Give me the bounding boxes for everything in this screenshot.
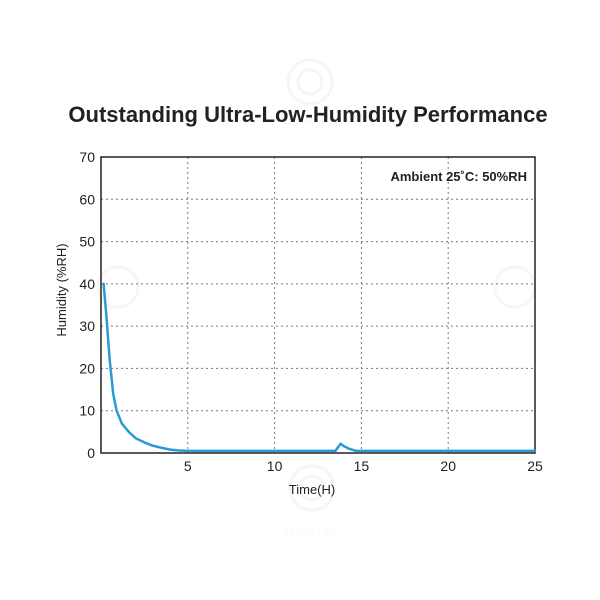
y-tick-label: 20 bbox=[79, 360, 95, 376]
series-line-humidity bbox=[102, 282, 537, 453]
watermark-logo-icon bbox=[288, 464, 336, 512]
x-tick-label: 5 bbox=[184, 458, 192, 474]
x-axis-ticks: 5 10 15 20 25 bbox=[184, 458, 543, 474]
watermark: TECOTEC TECOTEC bbox=[96, 58, 537, 539]
x-tick-label: 20 bbox=[440, 458, 456, 474]
grid-lines bbox=[101, 157, 535, 453]
y-tick-label: 10 bbox=[79, 403, 95, 419]
y-tick-label: 40 bbox=[79, 276, 95, 292]
y-tick-label: 70 bbox=[79, 149, 95, 165]
watermark-text: TECOTEC bbox=[283, 529, 340, 539]
y-tick-label: 50 bbox=[79, 234, 95, 250]
y-tick-label: 30 bbox=[79, 318, 95, 334]
y-tick-label: 0 bbox=[87, 445, 95, 461]
x-tick-label: 10 bbox=[267, 458, 283, 474]
x-axis-label: Time(H) bbox=[289, 482, 335, 497]
ambient-annotation: Ambient 25˚C: 50%RH bbox=[390, 169, 527, 184]
x-tick-label: 25 bbox=[527, 458, 543, 474]
watermark-text: TECOTEC bbox=[281, 116, 338, 126]
plot-frame bbox=[100, 156, 536, 454]
y-axis-ticks: 0 10 20 30 40 50 60 70 bbox=[79, 149, 95, 461]
watermark-logo-icon bbox=[96, 265, 140, 309]
series-layer bbox=[102, 282, 537, 453]
chart-title: Outstanding Ultra-Low-Humidity Performan… bbox=[68, 102, 547, 127]
y-tick-label: 60 bbox=[79, 191, 95, 207]
watermark-logo-icon bbox=[493, 265, 537, 309]
x-tick-label: 15 bbox=[354, 458, 370, 474]
watermark-logo-icon bbox=[286, 58, 334, 106]
y-axis-label: Humidity (%RH) bbox=[54, 243, 69, 336]
